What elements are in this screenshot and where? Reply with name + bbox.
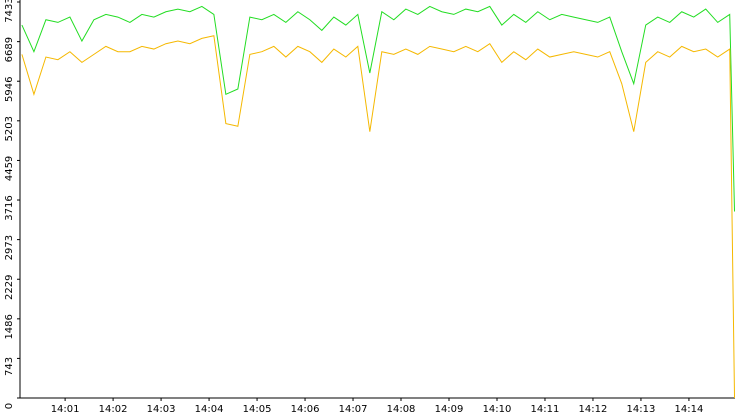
x-tick-label: 14:13: [627, 404, 656, 415]
x-tick-label: 14:01: [51, 404, 80, 415]
x-tick-label: 14:08: [387, 404, 416, 415]
x-tick-label: 14:14: [675, 404, 704, 415]
y-tick-label: 6689: [4, 37, 15, 62]
y-tick-label: 3716: [4, 195, 15, 220]
x-tick-label: 14:04: [195, 404, 224, 415]
x-tick-label: 14:05: [243, 404, 272, 415]
x-tick-label: 14:02: [99, 404, 128, 415]
x-tick-label: 14:11: [531, 404, 560, 415]
x-tick-label: 14:03: [147, 404, 176, 415]
y-tick-label: 4459: [4, 156, 15, 181]
y-tick-label: 743: [4, 357, 15, 376]
x-tick-label: 14:07: [339, 404, 368, 415]
x-tick-label: 14:10: [483, 404, 512, 415]
series-line: [21, 35, 735, 399]
y-tick-label: 1486: [4, 314, 15, 339]
x-tick-label: 14:12: [579, 404, 608, 415]
x-tick-label: 14:09: [435, 404, 464, 415]
y-tick-label: 2973: [4, 235, 15, 260]
y-tick-label: 5203: [4, 116, 15, 141]
series-line: [21, 5, 735, 212]
y-tick-label: 0: [4, 403, 15, 409]
y-tick-label: 5946: [4, 76, 15, 101]
y-tick-label: 2229: [4, 275, 15, 300]
x-tick-label: 14:06: [291, 404, 320, 415]
y-tick-label: 7433: [4, 0, 15, 23]
